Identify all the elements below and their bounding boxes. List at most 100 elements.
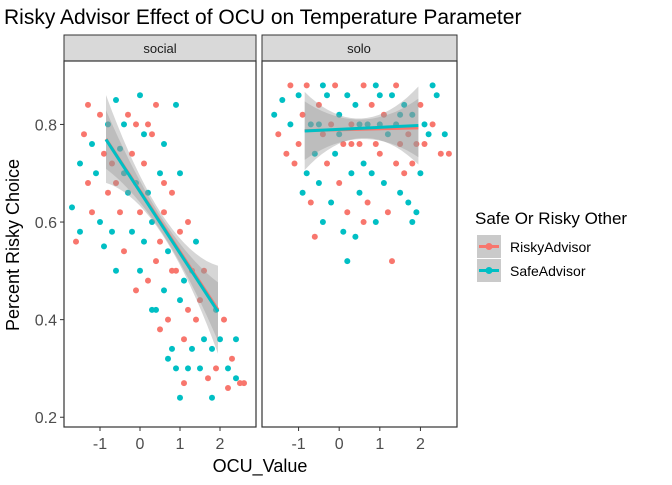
x-tick-label-solo: 1 <box>375 436 384 453</box>
data-point-solo-safeadvisor <box>271 111 278 118</box>
data-point-social-safeadvisor <box>77 160 83 167</box>
data-point-solo-riskyadvisor <box>275 131 282 138</box>
data-point-social-riskyadvisor <box>225 385 231 391</box>
data-point-social-safeadvisor <box>101 243 107 250</box>
data-point-solo-safeadvisor <box>352 233 359 240</box>
data-point-solo-safeadvisor <box>425 131 432 138</box>
data-point-social-safeadvisor <box>177 394 183 401</box>
data-point-social-safeadvisor <box>113 97 119 103</box>
data-point-solo-riskyadvisor <box>413 141 420 147</box>
data-point-social-safeadvisor <box>189 345 195 352</box>
data-point-social-riskyadvisor <box>177 228 183 235</box>
data-point-social-safeadvisor <box>129 228 135 235</box>
data-point-social-safeadvisor <box>109 228 115 235</box>
data-point-social-safeadvisor <box>177 170 183 177</box>
data-point-social-riskyadvisor <box>161 180 167 186</box>
facet-label-solo: solo <box>347 41 371 56</box>
data-point-social-riskyadvisor <box>241 380 247 387</box>
panel-background-solo <box>262 61 457 427</box>
x-tick-label-social: 1 <box>176 436 185 453</box>
data-point-social-riskyadvisor <box>109 160 115 167</box>
data-point-social-safeadvisor <box>181 277 187 284</box>
data-point-social-safeadvisor <box>113 267 119 274</box>
data-point-social-riskyadvisor <box>153 101 159 108</box>
data-point-social-riskyadvisor <box>161 209 167 216</box>
data-point-solo-safeadvisor <box>360 160 367 167</box>
data-point-solo-safeadvisor <box>368 170 375 177</box>
legend-dot-riskyadvisor <box>485 243 493 250</box>
data-point-solo-safeadvisor <box>397 189 404 196</box>
data-point-solo-safeadvisor <box>421 121 428 128</box>
data-point-solo-riskyadvisor <box>336 180 343 186</box>
data-point-solo-riskyadvisor <box>401 170 408 177</box>
data-point-social-riskyadvisor <box>85 180 91 186</box>
trend-line-social-safeadvisor <box>104 138 220 313</box>
data-point-solo-riskyadvisor <box>348 121 355 128</box>
facet-strip-social <box>63 34 257 62</box>
data-point-solo-riskyadvisor <box>437 150 444 157</box>
data-point-solo-safeadvisor <box>319 219 326 225</box>
legend-dot-safeadvisor <box>485 267 493 274</box>
data-point-solo-safeadvisor <box>384 131 391 138</box>
data-point-social-safeadvisor <box>89 141 95 147</box>
data-point-social-riskyadvisor <box>101 150 107 157</box>
data-point-social-safeadvisor <box>121 121 127 128</box>
data-point-solo-safeadvisor <box>356 189 363 196</box>
data-point-solo-riskyadvisor <box>295 141 302 147</box>
data-point-social-riskyadvisor <box>165 316 171 323</box>
data-point-social-riskyadvisor <box>185 219 191 225</box>
data-point-social-riskyadvisor <box>121 248 127 255</box>
data-point-solo-safeadvisor <box>389 92 395 99</box>
legend-title: Safe Or Risky Other <box>475 209 627 228</box>
data-point-solo-safeadvisor <box>409 111 416 118</box>
data-point-social-riskyadvisor <box>205 375 211 382</box>
data-point-social-riskyadvisor <box>201 267 207 274</box>
data-point-social-safeadvisor <box>141 131 147 138</box>
data-point-social-safeadvisor <box>169 345 175 352</box>
data-point-solo-safeadvisor <box>328 199 335 206</box>
data-point-solo-safeadvisor <box>372 219 379 225</box>
data-point-solo-riskyadvisor <box>376 150 383 157</box>
data-point-social-safeadvisor <box>193 238 199 245</box>
data-point-social-riskyadvisor <box>113 180 119 186</box>
data-point-solo-riskyadvisor <box>287 82 294 89</box>
data-point-solo-riskyadvisor <box>303 82 310 89</box>
y-tick-label: 0.6 <box>35 215 57 232</box>
data-point-solo-riskyadvisor <box>384 209 391 216</box>
data-point-solo-safeadvisor <box>287 121 294 128</box>
data-point-solo-safeadvisor <box>413 209 420 216</box>
data-point-social-riskyadvisor <box>153 258 159 265</box>
data-point-solo-riskyadvisor <box>417 101 424 108</box>
data-point-solo-safeadvisor <box>405 199 412 206</box>
data-point-social-riskyadvisor <box>105 189 111 196</box>
data-point-social-riskyadvisor <box>221 316 227 323</box>
x-tick-label-solo: 2 <box>416 436 425 453</box>
data-point-social-riskyadvisor <box>133 287 139 294</box>
data-point-solo-riskyadvisor <box>356 141 363 147</box>
data-point-social-safeadvisor <box>161 287 167 294</box>
data-point-solo-riskyadvisor <box>445 150 452 157</box>
data-layer-social <box>69 92 247 401</box>
data-point-solo-riskyadvisor <box>299 111 306 118</box>
data-point-social-riskyadvisor <box>85 101 91 108</box>
data-point-solo-safeadvisor <box>336 131 343 138</box>
data-point-social-riskyadvisor <box>213 365 219 372</box>
y-tick-label: 0.8 <box>35 117 57 134</box>
data-point-solo-riskyadvisor <box>393 82 400 89</box>
data-point-social-safeadvisor <box>93 170 99 177</box>
data-point-social-safeadvisor <box>137 92 143 99</box>
data-point-social-riskyadvisor <box>129 150 135 157</box>
data-point-solo-riskyadvisor <box>360 82 367 89</box>
y-axis-label: Percent Risky Choice <box>3 159 23 331</box>
data-point-social-safeadvisor <box>105 121 111 128</box>
axes-layer: -1 0 1 2 -1 0 1 2 0.2 0.4 0.6 0.8 <box>35 117 425 453</box>
data-point-social-riskyadvisor <box>141 160 147 167</box>
data-point-social-safeadvisor <box>165 248 171 255</box>
data-point-solo-riskyadvisor <box>429 121 436 128</box>
data-point-social-riskyadvisor <box>149 131 155 138</box>
data-point-social-safeadvisor <box>69 204 75 211</box>
x-tick-label-solo: 0 <box>335 436 344 453</box>
data-point-solo-safeadvisor <box>315 121 322 128</box>
x-tick-label-social: 2 <box>216 436 225 453</box>
